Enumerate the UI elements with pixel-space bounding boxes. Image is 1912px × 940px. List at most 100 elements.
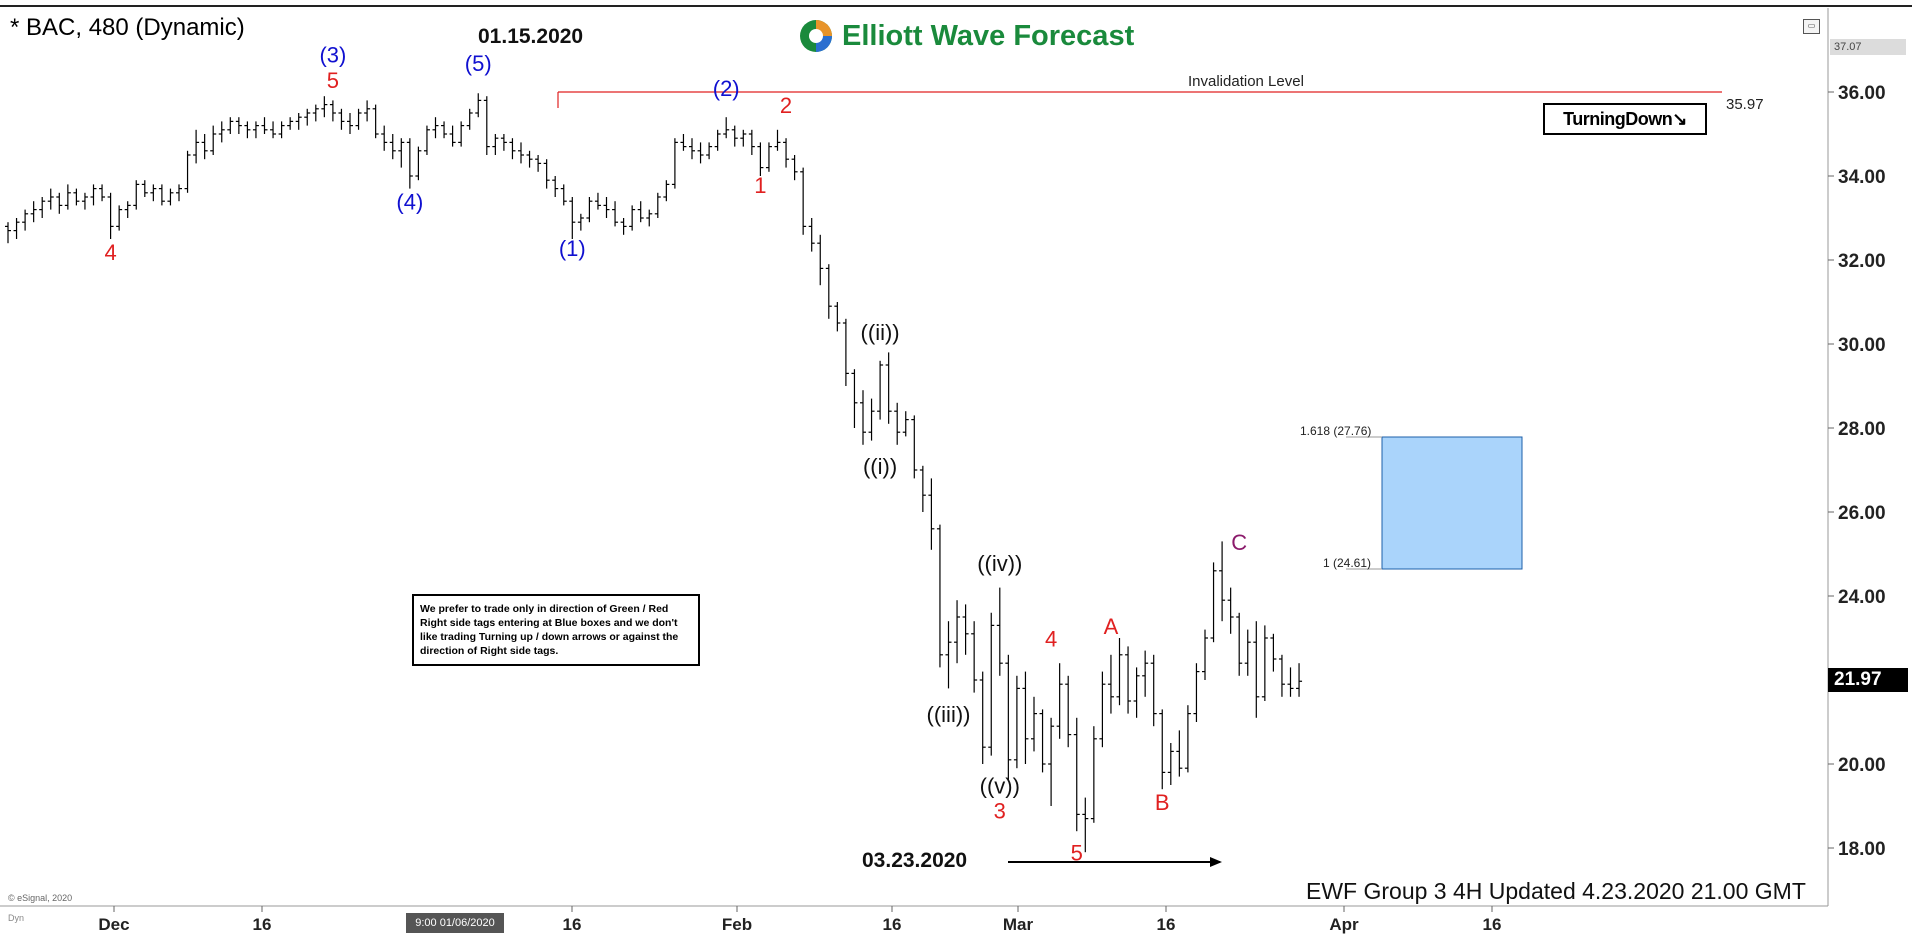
price-bar — [902, 411, 909, 437]
wave-label: (4) — [396, 190, 423, 215]
price-bar — [928, 478, 935, 550]
price-bar — [1116, 638, 1123, 706]
price-bar — [1065, 675, 1072, 748]
wave-label: A — [1104, 614, 1119, 639]
price-bar — [560, 184, 567, 206]
price-bar — [355, 108, 362, 130]
price-bar — [1270, 633, 1277, 672]
price-bar — [603, 197, 610, 218]
price-bar — [1278, 654, 1285, 697]
price-bar — [347, 113, 353, 134]
logo: Elliott Wave Forecast — [798, 16, 1134, 56]
price-bar — [252, 121, 259, 139]
restore-window-icon[interactable]: ▭ — [1803, 19, 1820, 34]
price-bar — [774, 129, 781, 151]
price-bar — [99, 184, 106, 202]
price-bar — [167, 188, 174, 206]
price-bar — [261, 117, 268, 134]
y-tick-label: 18.00 — [1838, 839, 1886, 860]
price-bar — [740, 129, 747, 147]
price-bar — [338, 108, 345, 130]
price-bar — [150, 184, 157, 202]
y-tick-label: 24.00 — [1838, 587, 1886, 608]
price-bar — [748, 129, 755, 155]
price-bar — [1022, 671, 1029, 764]
price-bar — [731, 125, 738, 147]
price-bar — [1261, 625, 1268, 701]
y-tick-label: 32.00 — [1838, 251, 1886, 272]
x-tick-label: 16 — [883, 915, 902, 934]
price-bar — [714, 129, 721, 151]
price-bar — [885, 352, 892, 424]
price-bar — [971, 621, 978, 693]
price-bar — [30, 201, 37, 223]
price-bar — [936, 524, 943, 668]
top-date-label: 01.15.2020 — [478, 25, 584, 48]
wave-label: ((i)) — [863, 454, 897, 479]
price-bar — [509, 138, 516, 160]
price-bar — [637, 201, 644, 223]
price-bar — [808, 218, 815, 252]
price-bar — [1039, 709, 1046, 773]
price-bar — [894, 402, 901, 445]
price-bar — [5, 222, 11, 244]
price-bar — [1236, 612, 1243, 676]
price-bar — [1159, 709, 1166, 790]
price-bar — [842, 318, 849, 386]
price-bar — [783, 138, 790, 168]
price-bar — [389, 134, 396, 160]
price-bar — [184, 150, 191, 193]
price-bar — [800, 167, 807, 235]
price-bar — [877, 360, 884, 420]
price-bar — [1090, 726, 1097, 823]
price-bar — [381, 125, 388, 151]
price-bar — [415, 146, 422, 181]
price-bar — [441, 121, 448, 139]
price-bar — [765, 142, 772, 172]
x-tick-label: 16 — [563, 915, 582, 934]
price-bar — [158, 184, 165, 206]
price-bar — [312, 104, 319, 122]
price-bar — [39, 197, 46, 218]
wave-label: C — [1231, 530, 1247, 555]
price-bar — [825, 264, 832, 319]
dyn-label: Dyn — [8, 913, 25, 923]
wave-label: (2) — [713, 76, 740, 101]
wave-label: 5 — [327, 68, 339, 93]
wave-label: (3) — [319, 43, 346, 68]
wave-label: 4 — [104, 240, 116, 265]
x-tick-label: Apr — [1329, 915, 1359, 934]
price-bar — [492, 134, 499, 155]
price-bar — [1082, 797, 1089, 853]
wave-label: 2 — [780, 93, 792, 118]
price-bar — [518, 142, 524, 164]
y-tick-label: 36.00 — [1838, 83, 1886, 104]
price-bar — [552, 176, 559, 197]
x-tick-label: 16 — [253, 915, 272, 934]
price-bar — [201, 134, 208, 160]
price-bar — [449, 125, 456, 147]
last-price-tag: 21.97 — [1828, 668, 1908, 692]
price-bar — [287, 117, 294, 130]
price-bar — [706, 142, 713, 160]
price-bar — [834, 302, 841, 332]
price-bar — [569, 197, 576, 239]
price-bar — [586, 197, 593, 223]
top-price-tag: 37.07 — [1830, 39, 1906, 55]
price-bar — [116, 205, 123, 231]
price-bar — [90, 184, 97, 206]
bottom-date-label: 03.23.2020 — [862, 849, 968, 872]
price-bar — [500, 134, 507, 151]
price-bar — [629, 205, 636, 231]
price-bar — [81, 192, 88, 210]
price-bar — [1031, 696, 1037, 752]
x-tick-label: Dec — [98, 915, 129, 934]
price-bar — [860, 390, 866, 445]
price-bar — [996, 587, 1003, 676]
price-bar — [1244, 629, 1251, 676]
logo-text: Elliott Wave Forecast — [842, 19, 1135, 52]
price-bar — [141, 180, 148, 197]
price-bar — [124, 201, 131, 218]
